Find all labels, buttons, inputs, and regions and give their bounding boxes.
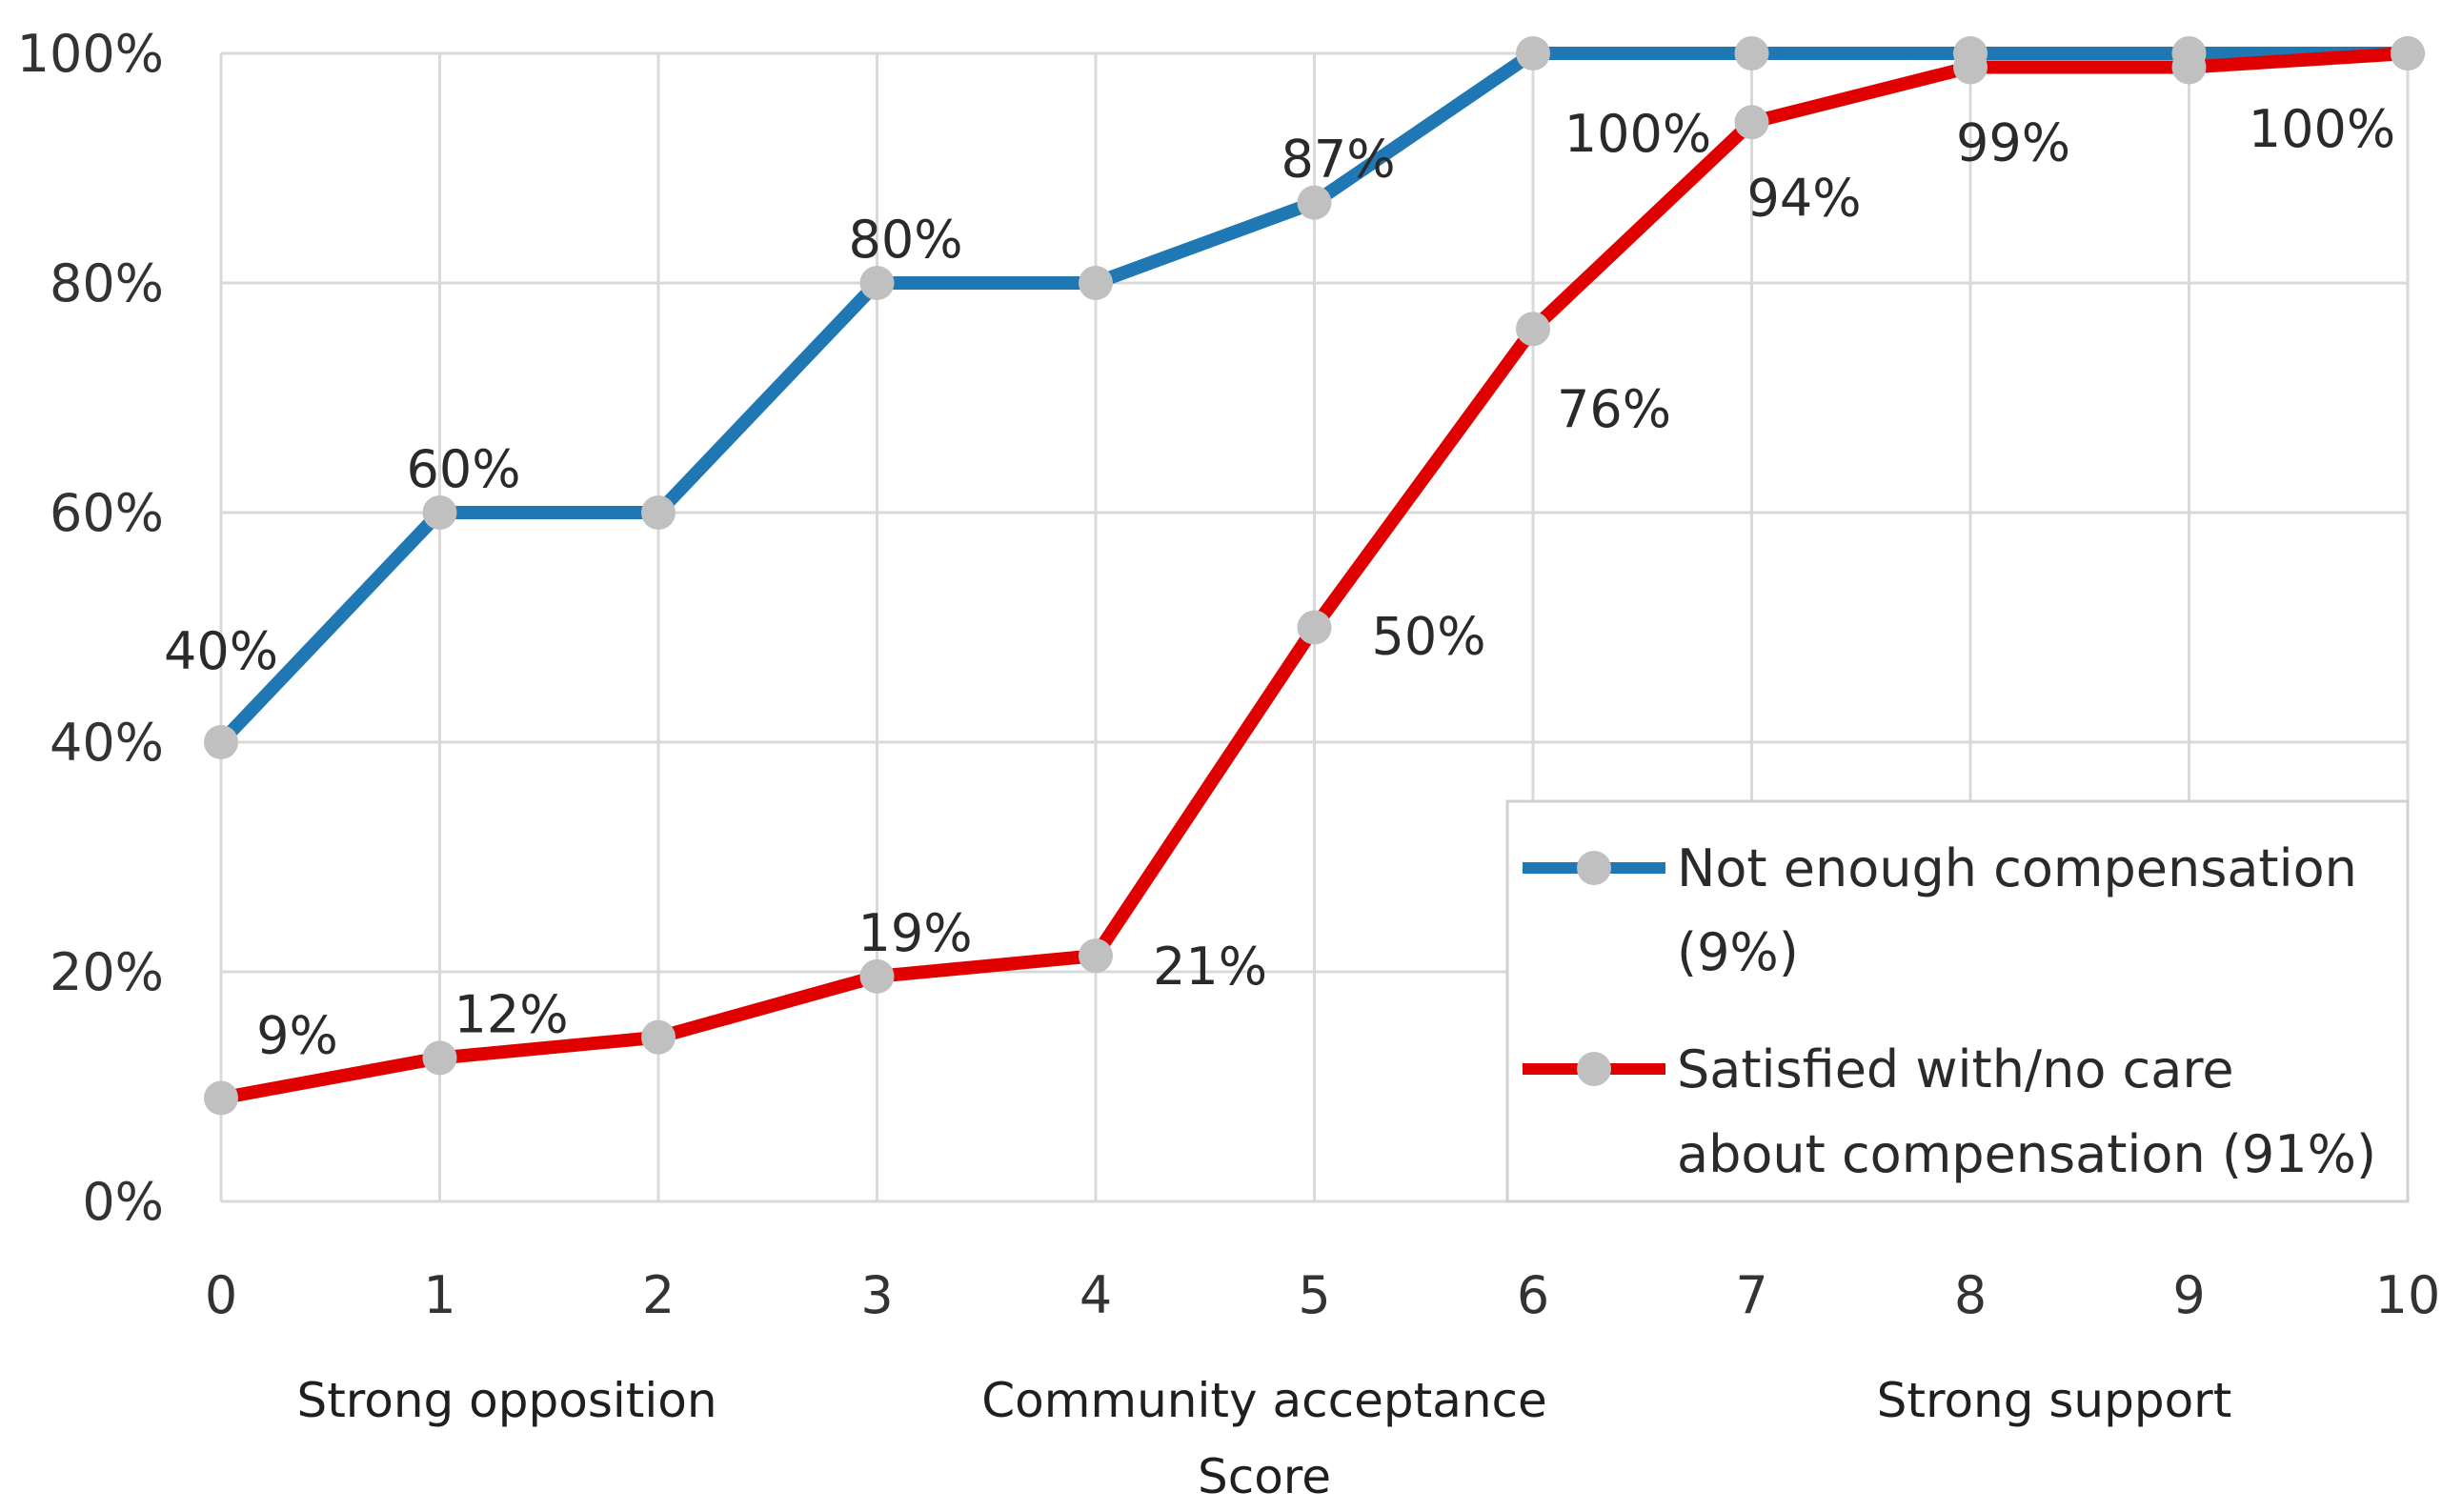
data-point [1516,36,1550,71]
legend-label-line2: (9%) [1677,922,1799,982]
x-tick-label: 10 [2375,1265,2441,1325]
y-tick-label: 80% [50,253,164,313]
data-point [859,958,895,994]
y-axis-ticks: 0% 20% 40% 60% 80% 100% [17,24,164,1232]
y-tick-label: 0% [82,1172,164,1232]
data-point [1734,36,1769,71]
data-point [859,266,895,300]
x-tick-label: 2 [642,1265,675,1325]
x-tick-label: 9 [2172,1265,2205,1325]
data-labels: 40% 60% 80% 87% 100% 9% 12% 19% 21% 50% 76% 94% 99% 1… [164,99,2395,1066]
legend-swatch-marker [1577,1052,1611,1086]
data-label: 50% [1371,607,1485,667]
x-tick-label: 7 [1735,1265,1767,1325]
data-point [641,495,676,530]
data-point [204,1080,238,1116]
data-label: 19% [858,903,972,963]
legend-label: Not enough compensation [1677,838,2357,898]
data-point [422,1040,457,1076]
y-tick-label: 60% [50,483,164,543]
data-point [641,1019,676,1055]
data-label: 87% [1281,130,1395,190]
legend-swatch-marker [1577,851,1611,885]
data-point [1734,105,1769,140]
data-point [422,495,457,530]
legend: Not enough compensation (9%) Satisfied w… [1505,799,2410,1203]
data-label: 76% [1557,379,1671,439]
data-label: 9% [256,1006,338,1066]
axis-category-strong-opposition: Strong opposition [296,1373,716,1428]
data-label: 100% [1564,104,1711,164]
x-axis-ticks: 0 1 2 3 4 5 6 7 8 9 10 [205,1265,2441,1325]
data-label: 21% [1153,937,1267,997]
legend-item-not-enough-compensation: Not enough compensation (9%) [1523,838,2357,982]
x-tick-label: 0 [205,1265,237,1325]
y-tick-label: 20% [50,942,164,1002]
data-point [1297,610,1332,645]
data-label: 100% [2249,99,2395,159]
data-point [1079,938,1113,974]
x-tick-label: 8 [1954,1265,1987,1325]
x-tick-label: 1 [423,1265,455,1325]
data-label: 99% [1956,112,2070,172]
x-tick-label: 3 [860,1265,893,1325]
data-point [2171,50,2207,85]
data-label: 40% [164,621,278,681]
data-point [1297,185,1332,220]
series-lines [204,36,2425,1116]
x-axis-title: Score [1198,1449,1331,1504]
data-label: 12% [454,984,568,1044]
x-tick-label: 4 [1080,1265,1112,1325]
data-label: 94% [1746,168,1861,228]
data-point [1953,50,1988,85]
x-tick-label: 5 [1298,1265,1330,1325]
data-point [1079,266,1113,300]
data-point [2391,36,2425,71]
data-label: 60% [406,439,520,499]
legend-label: Satisfied with/no care [1677,1039,2234,1099]
axis-category-strong-support: Strong support [1877,1373,2232,1428]
axis-category-community-acceptance: Community acceptance [981,1373,1547,1428]
data-point [204,725,238,759]
legend-item-satisfied-with-compensation: Satisfied with/no care about compensatio… [1523,1039,2376,1184]
data-label: 80% [848,210,962,270]
data-point [1516,312,1550,347]
y-tick-label: 40% [50,713,164,773]
legend-label-line2: about compensation (91%) [1677,1124,2376,1184]
y-tick-label: 100% [17,24,164,84]
x-tick-label: 6 [1517,1265,1549,1325]
